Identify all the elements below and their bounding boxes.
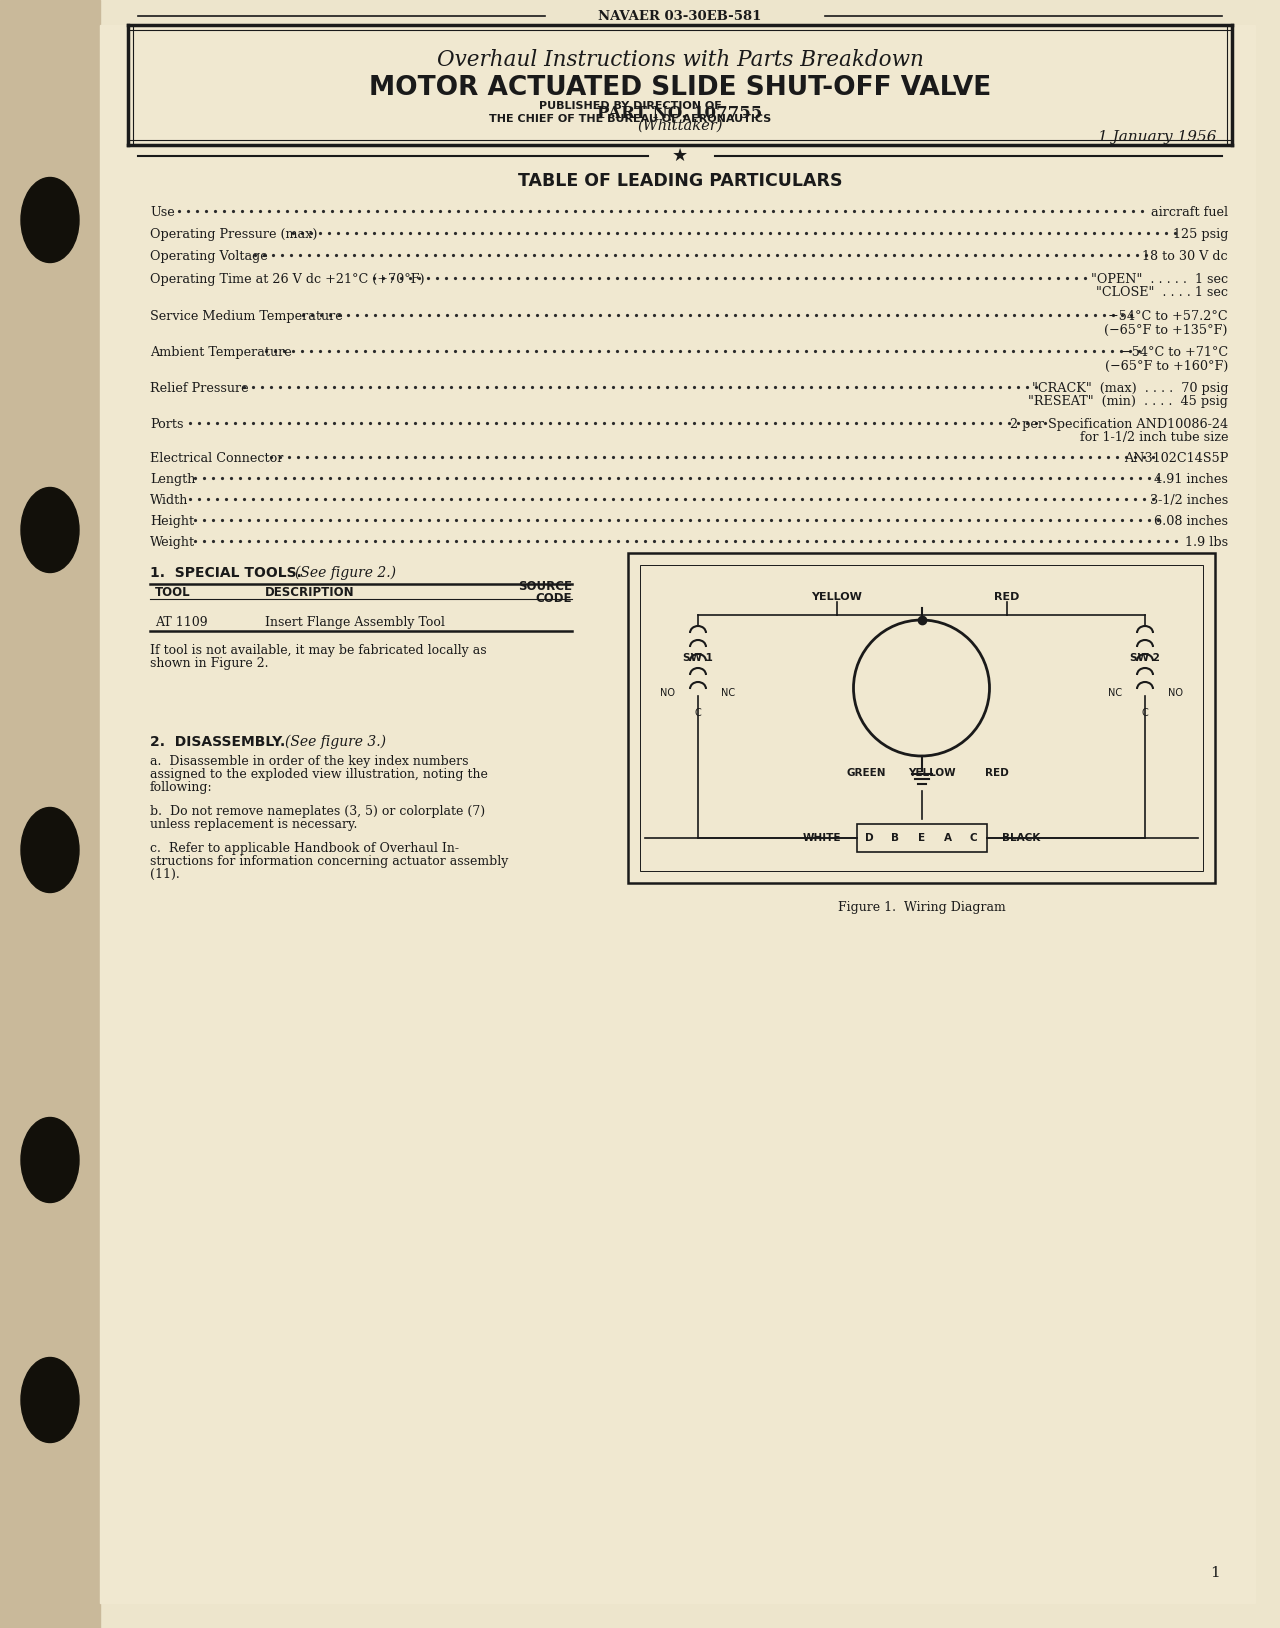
Bar bbox=[0, 0, 100, 1628]
Text: −54°C to +57.2°C: −54°C to +57.2°C bbox=[1108, 309, 1228, 322]
Text: "CRACK"  (max)  . . . .  70 psig: "CRACK" (max) . . . . 70 psig bbox=[1032, 383, 1228, 396]
Bar bbox=[628, 554, 1215, 882]
Text: A: A bbox=[943, 834, 951, 843]
Text: C: C bbox=[695, 708, 701, 718]
Text: NC: NC bbox=[721, 689, 735, 698]
Text: E: E bbox=[918, 834, 925, 843]
Ellipse shape bbox=[20, 487, 79, 573]
Text: 1: 1 bbox=[1211, 1566, 1220, 1581]
Text: YELLOW: YELLOW bbox=[812, 593, 861, 602]
Text: for 1-1/2 inch tube size: for 1-1/2 inch tube size bbox=[1079, 431, 1228, 444]
Text: SOURCE: SOURCE bbox=[518, 580, 572, 593]
Text: If tool is not available, it may be fabricated locally as: If tool is not available, it may be fabr… bbox=[150, 645, 486, 658]
Text: unless replacement is necessary.: unless replacement is necessary. bbox=[150, 817, 357, 830]
Text: −54°C to +71°C: −54°C to +71°C bbox=[1121, 347, 1228, 360]
Text: AN3102C14S5P: AN3102C14S5P bbox=[1124, 453, 1228, 466]
Ellipse shape bbox=[20, 177, 79, 262]
Text: "OPEN"  . . . . .  1 sec: "OPEN" . . . . . 1 sec bbox=[1091, 274, 1228, 287]
Text: RED: RED bbox=[993, 593, 1019, 602]
Text: (11).: (11). bbox=[150, 868, 179, 881]
Text: YELLOW: YELLOW bbox=[908, 768, 955, 778]
Text: Ambient Temperature: Ambient Temperature bbox=[150, 347, 292, 360]
Text: SW 1: SW 1 bbox=[684, 653, 713, 663]
Text: Width: Width bbox=[150, 493, 188, 506]
Text: PUBLISHED BY DIRECTION OF: PUBLISHED BY DIRECTION OF bbox=[539, 101, 722, 111]
Text: Height: Height bbox=[150, 514, 195, 527]
Text: aircraft fuel: aircraft fuel bbox=[1151, 207, 1228, 220]
Text: Length: Length bbox=[150, 474, 196, 487]
Text: B: B bbox=[891, 834, 900, 843]
Text: Service Medium Temperature: Service Medium Temperature bbox=[150, 309, 343, 322]
Ellipse shape bbox=[20, 807, 79, 892]
Text: assigned to the exploded view illustration, noting the: assigned to the exploded view illustrati… bbox=[150, 768, 488, 781]
Text: D: D bbox=[865, 834, 874, 843]
Text: "RESEAT"  (min)  . . . .  45 psig: "RESEAT" (min) . . . . 45 psig bbox=[1028, 396, 1228, 409]
Text: Operating Voltage: Operating Voltage bbox=[150, 251, 268, 264]
Bar bbox=[640, 565, 1203, 871]
Text: 3-1/2 inches: 3-1/2 inches bbox=[1149, 493, 1228, 506]
Text: NO: NO bbox=[1169, 689, 1183, 698]
Text: NAVAER 03-30EB-581: NAVAER 03-30EB-581 bbox=[598, 10, 762, 23]
Text: structions for information concerning actuator assembly: structions for information concerning ac… bbox=[150, 855, 508, 868]
Text: CODE: CODE bbox=[535, 593, 572, 606]
Text: NO: NO bbox=[660, 689, 675, 698]
Text: (Whittaker): (Whittaker) bbox=[637, 119, 723, 133]
Bar bbox=[856, 824, 987, 851]
Text: Operating Time at 26 V dc +21°C (+70°F): Operating Time at 26 V dc +21°C (+70°F) bbox=[150, 274, 425, 287]
Text: 1.  SPECIAL TOOLS.: 1. SPECIAL TOOLS. bbox=[150, 567, 302, 580]
Text: ★: ★ bbox=[672, 147, 689, 164]
Text: Relief Pressure: Relief Pressure bbox=[150, 383, 248, 396]
Text: 6.08 inches: 6.08 inches bbox=[1155, 514, 1228, 527]
Text: 2.  DISASSEMBLY.: 2. DISASSEMBLY. bbox=[150, 734, 285, 749]
Text: 18 to 30 V dc: 18 to 30 V dc bbox=[1142, 251, 1228, 264]
Text: PART NO. 107755: PART NO. 107755 bbox=[598, 104, 763, 122]
Text: MOTOR ACTUATED SLIDE SHUT-OFF VALVE: MOTOR ACTUATED SLIDE SHUT-OFF VALVE bbox=[369, 75, 991, 101]
Text: 4.91 inches: 4.91 inches bbox=[1155, 474, 1228, 487]
Text: Ports: Ports bbox=[150, 418, 183, 431]
Text: BLACK: BLACK bbox=[1002, 834, 1041, 843]
Text: following:: following: bbox=[150, 781, 212, 794]
Text: "CLOSE"  . . . . 1 sec: "CLOSE" . . . . 1 sec bbox=[1096, 287, 1228, 300]
Text: shown in Figure 2.: shown in Figure 2. bbox=[150, 658, 269, 671]
Text: c.  Refer to applicable Handbook of Overhaul In-: c. Refer to applicable Handbook of Overh… bbox=[150, 842, 460, 855]
Text: TOOL: TOOL bbox=[155, 586, 191, 599]
Text: (−65°F to +135°F): (−65°F to +135°F) bbox=[1105, 324, 1228, 337]
Text: THE CHIEF OF THE BUREAU OF AERONAUTICS: THE CHIEF OF THE BUREAU OF AERONAUTICS bbox=[489, 114, 771, 124]
Text: 1.9 lbs: 1.9 lbs bbox=[1185, 536, 1228, 549]
Text: C: C bbox=[970, 834, 978, 843]
Text: C: C bbox=[1142, 708, 1148, 718]
Text: AT 1109: AT 1109 bbox=[155, 615, 207, 628]
Text: 2 per Specification AND10086-24: 2 per Specification AND10086-24 bbox=[1010, 418, 1228, 431]
Text: (−65°F to +160°F): (−65°F to +160°F) bbox=[1105, 360, 1228, 373]
Ellipse shape bbox=[20, 1117, 79, 1203]
Text: Weight: Weight bbox=[150, 536, 195, 549]
Text: Overhaul Instructions with Parts Breakdown: Overhaul Instructions with Parts Breakdo… bbox=[436, 49, 923, 72]
Text: Use: Use bbox=[150, 207, 175, 220]
Text: (See figure 3.): (See figure 3.) bbox=[285, 734, 387, 749]
Text: 125 psig: 125 psig bbox=[1172, 228, 1228, 241]
Text: Insert Flange Assembly Tool: Insert Flange Assembly Tool bbox=[265, 615, 445, 628]
Text: TABLE OF LEADING PARTICULARS: TABLE OF LEADING PARTICULARS bbox=[517, 173, 842, 190]
Text: Operating Pressure (max): Operating Pressure (max) bbox=[150, 228, 317, 241]
Text: DESCRIPTION: DESCRIPTION bbox=[265, 586, 355, 599]
Text: SW 2: SW 2 bbox=[1130, 653, 1160, 663]
Text: WHITE: WHITE bbox=[803, 834, 841, 843]
Text: b.  Do not remove nameplates (3, 5) or colorplate (7): b. Do not remove nameplates (3, 5) or co… bbox=[150, 804, 485, 817]
Text: (See figure 2.): (See figure 2.) bbox=[294, 567, 396, 581]
Text: 1 January 1956: 1 January 1956 bbox=[1098, 130, 1217, 143]
Text: NC: NC bbox=[1108, 689, 1123, 698]
Text: a.  Disassemble in order of the key index numbers: a. Disassemble in order of the key index… bbox=[150, 755, 468, 768]
Text: GREEN: GREEN bbox=[847, 768, 886, 778]
Text: Electrical Connector: Electrical Connector bbox=[150, 453, 283, 466]
Text: RED: RED bbox=[984, 768, 1009, 778]
Ellipse shape bbox=[20, 1358, 79, 1442]
Text: Figure 1.  Wiring Diagram: Figure 1. Wiring Diagram bbox=[837, 900, 1005, 913]
